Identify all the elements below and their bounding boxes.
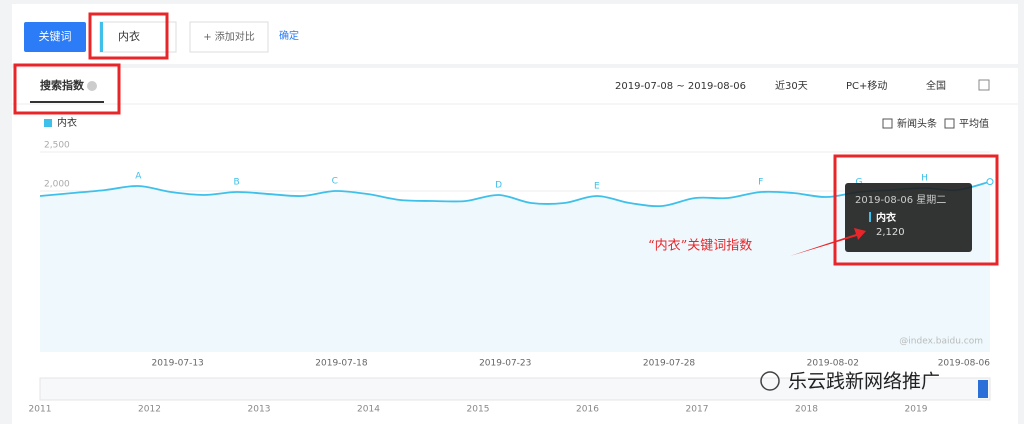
- keyword-input[interactable]: [99, 21, 177, 53]
- annotation: F: [758, 178, 763, 188]
- date-range[interactable]: 2019-07-08 ~ 2019-08-06: [615, 81, 746, 92]
- y-tick-label: 2,000: [44, 180, 70, 190]
- tooltip-title: 2019-08-06 星期二: [855, 194, 946, 206]
- highlight-box: [88, 12, 169, 60]
- y-tick-label: 2,500: [44, 141, 70, 151]
- timeline-year: 2019: [905, 405, 928, 415]
- annotation: E: [594, 181, 600, 191]
- watermark: @index.baidu.com: [899, 337, 983, 347]
- timeline-year: 2015: [467, 405, 490, 415]
- x-tick-label: 2019-07-23: [479, 359, 531, 369]
- legend-swatch: [44, 119, 52, 127]
- tooltip: [845, 183, 972, 252]
- timeline-years: 2011 2012 2013 2014 2015 2016 2017 2018 2019: [29, 405, 928, 415]
- timeline-year: 2018: [795, 405, 818, 415]
- x-tick-label: 2019-07-18: [315, 359, 368, 369]
- series-area: [40, 181, 990, 352]
- legend-label[interactable]: 内衣: [57, 116, 77, 129]
- news-label[interactable]: 新闻头条: [897, 117, 937, 130]
- timeline-handle[interactable]: [978, 380, 988, 398]
- timeline-year: 2017: [686, 405, 709, 415]
- tooltip-value: 2,120: [876, 227, 905, 238]
- add-compare-label: + 添加对比: [203, 30, 255, 43]
- x-tick-label: 2019-08-06: [938, 359, 991, 369]
- toolbar-bg: [12, 4, 1018, 64]
- timeline-year: 2016: [576, 405, 599, 415]
- plot: 5001,0001,5002,0002,5002019-07-132019-07…: [39, 141, 994, 369]
- annotation: D: [495, 180, 502, 190]
- help-icon[interactable]: [87, 81, 97, 91]
- tooltip-swatch: [869, 212, 871, 222]
- timeline-year: 2012: [138, 405, 161, 415]
- device-select[interactable]: PC+移动: [846, 79, 887, 92]
- annotation: G: [855, 178, 862, 188]
- highlight-box: [833, 154, 999, 266]
- annotation: C: [332, 177, 338, 187]
- timeline-year: 2014: [357, 405, 380, 415]
- x-tick-label: 2019-08-02: [807, 359, 859, 369]
- x-tick-label: 2019-07-28: [643, 359, 696, 369]
- annotation: B: [233, 178, 239, 188]
- keyword-text: 内衣: [118, 29, 140, 43]
- series-line: [39, 180, 991, 208]
- add-compare[interactable]: [189, 21, 269, 53]
- keyword-color: [100, 22, 103, 52]
- confirm-link[interactable]: 确定: [279, 29, 299, 42]
- timeline-year: 2013: [248, 405, 271, 415]
- tab-title[interactable]: 搜索指数: [40, 78, 85, 92]
- region-select[interactable]: 全国: [926, 79, 946, 92]
- wechat-icon: [760, 371, 780, 391]
- keyword-button[interactable]: [24, 22, 86, 52]
- callout-arrow: [790, 228, 866, 256]
- highlight-box: [13, 63, 121, 115]
- news-checkbox[interactable]: [882, 118, 893, 129]
- x-tick-label: 2019-07-13: [151, 359, 203, 369]
- timeline[interactable]: [39, 377, 991, 401]
- annotation: A: [135, 172, 142, 182]
- callout: “内衣”关键词指数: [648, 238, 752, 254]
- timeline-year: 2011: [29, 405, 52, 415]
- average-checkbox[interactable]: [944, 118, 955, 129]
- export-icon[interactable]: [978, 79, 990, 91]
- annotation: H: [921, 174, 928, 184]
- tooltip-name: 内衣: [876, 211, 896, 224]
- average-label[interactable]: 平均值: [959, 117, 989, 130]
- hover-point: [986, 178, 994, 186]
- overlay-watermark: 乐云践新网络推广: [788, 371, 940, 393]
- keyword-button-label: 关键词: [39, 29, 72, 43]
- period-select[interactable]: 近30天: [775, 79, 808, 92]
